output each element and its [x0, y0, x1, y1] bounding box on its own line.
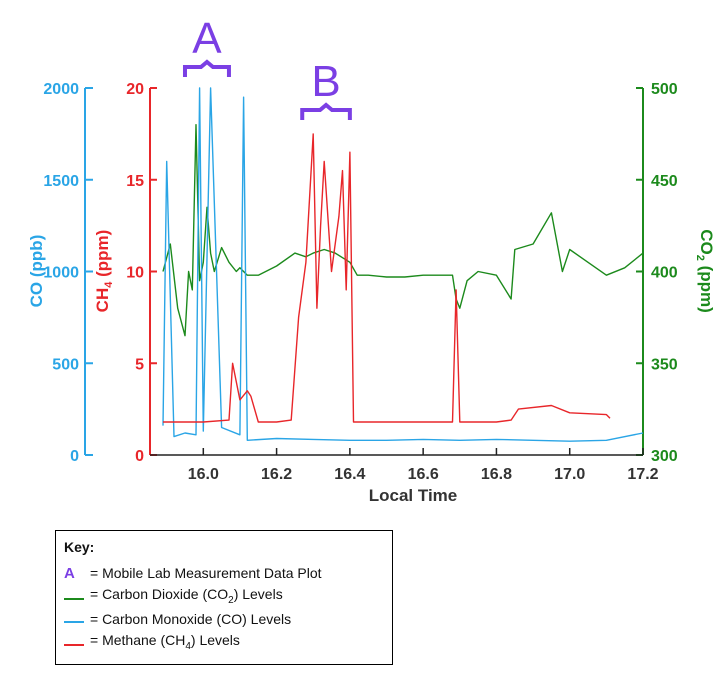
ch4-tick-label: 20: [126, 81, 144, 98]
key-co2-post: ) Levels: [233, 586, 283, 603]
key-text-ch4: = Methane (CH4) Levels: [90, 632, 240, 652]
co-tick-label: 1500: [43, 173, 79, 190]
chart-area: 0 500 1000 1500 2000 CO (ppb) 0 5 10 15 20 CH4 (ppm…: [27, 14, 716, 505]
co2-tick-label: 450: [651, 173, 678, 190]
key-co2-sub: 2: [228, 594, 234, 606]
key-row-ch4: = Methane (CH4) Levels: [64, 632, 240, 652]
co-axis-title: CO (ppb): [27, 235, 46, 308]
multi-axis-line-chart: 0 500 1000 1500 2000 CO (ppb) 0 5 10 15 20 CH4 (ppm…: [27, 14, 716, 505]
x-tick-label: 16.8: [481, 466, 512, 483]
co2-tick-label: 350: [651, 356, 678, 373]
co-swatch: [64, 621, 84, 623]
legend-key-box: Key: A = Mobile Lab Measurement Data Plo…: [55, 530, 393, 665]
x-tick-label: 16.4: [334, 466, 365, 483]
co-series-line: [162, 87, 644, 442]
co-tick-label: 1000: [43, 265, 79, 282]
annotation-bracket-a: [182, 59, 231, 77]
x-tick-label: 17.0: [554, 466, 585, 483]
co-tick-label: 500: [52, 356, 79, 373]
x-tick-label: 16.2: [261, 466, 292, 483]
ch4-axis-title: CH4 (ppm): [93, 230, 115, 313]
x-tick-label: 16.0: [188, 466, 219, 483]
ch4-tick-label: 5: [135, 356, 144, 373]
ch4-swatch: [64, 644, 84, 646]
key-text-annotation: = Mobile Lab Measurement Data Plot: [90, 565, 322, 581]
x-tick-label: 16.6: [408, 466, 439, 483]
key-ch4-post: ) Levels: [190, 632, 240, 649]
co-tick-label: 0: [70, 448, 79, 465]
key-text-co: = Carbon Monoxide (CO) Levels: [90, 611, 292, 627]
key-row-annotation: A = Mobile Lab Measurement Data Plot: [64, 563, 322, 583]
key-title: Key:: [64, 539, 95, 555]
co2-series-line: [162, 123, 644, 337]
ch4-series-line: [163, 133, 611, 423]
key-co2-pre: = Carbon Dioxide (CO: [90, 586, 229, 603]
annotation-label-a: A: [192, 14, 222, 63]
annotation-label-b: B: [311, 57, 340, 106]
co2-tick-label: 300: [651, 448, 678, 465]
key-text-co2: = Carbon Dioxide (CO2) Levels: [90, 586, 283, 606]
co2-swatch: [64, 598, 84, 600]
ch4-tick-label: 15: [126, 173, 144, 190]
key-row-co: = Carbon Monoxide (CO) Levels: [64, 609, 291, 629]
annotation-bracket-b: [300, 102, 352, 120]
x-tick-label: 17.2: [627, 466, 658, 483]
key-letter-a: A: [64, 564, 75, 582]
co2-tick-label: 500: [651, 81, 678, 98]
co-tick-label: 2000: [43, 81, 79, 98]
ch4-tick-label: 10: [126, 265, 144, 282]
ch4-tick-label: 0: [135, 448, 144, 465]
key-ch4-sub: 4: [185, 640, 191, 652]
x-axis-title: Local Time: [369, 486, 458, 505]
key-ch4-pre: = Methane (CH: [90, 632, 186, 649]
key-row-co2: = Carbon Dioxide (CO2) Levels: [64, 586, 283, 606]
co2-tick-label: 400: [651, 265, 678, 282]
co2-axis-title: CO2 (ppm): [694, 229, 716, 313]
